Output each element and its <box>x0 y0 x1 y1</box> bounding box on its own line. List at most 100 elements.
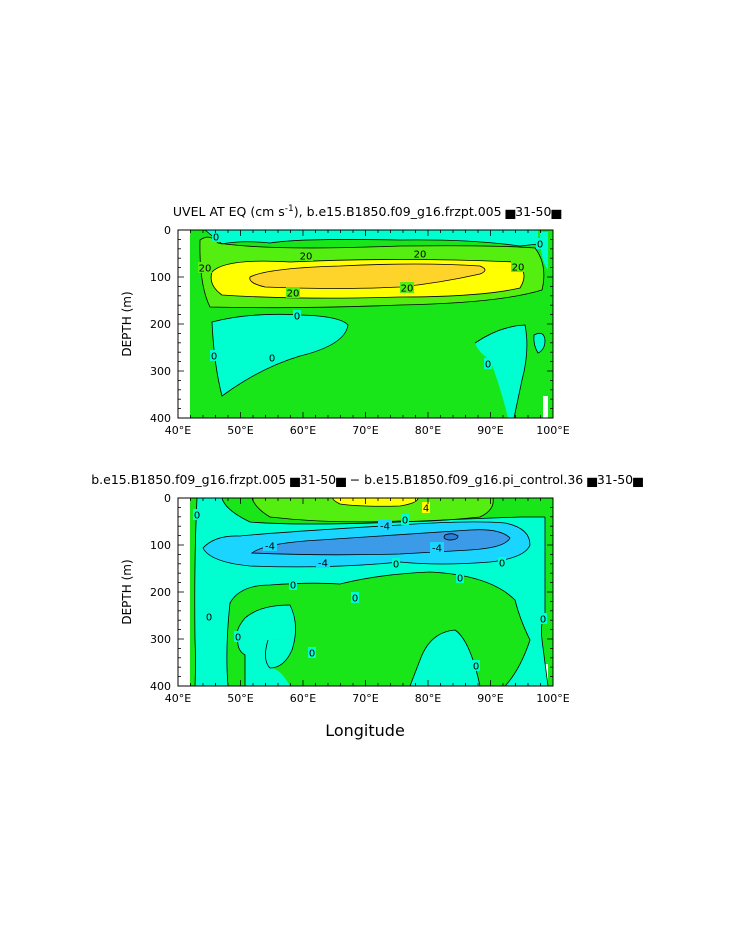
contour-label-bg <box>484 358 492 369</box>
contour-label-bg <box>351 592 359 603</box>
contour-lines <box>199 229 546 419</box>
contour-label-bg <box>268 352 276 363</box>
contour-label: 20 <box>512 263 525 274</box>
contour-label: 0 <box>485 360 491 371</box>
contour-label-bg <box>539 613 547 624</box>
contour-label: 20 <box>199 264 212 275</box>
y-tick-label: 300 <box>150 365 171 378</box>
contour-label-bg <box>472 660 480 671</box>
contour-label: 0 <box>309 649 315 660</box>
fill-level-neg <box>475 325 527 418</box>
x-axis-label: Longitude <box>325 721 405 740</box>
x-tick-label: 70°E <box>352 424 378 437</box>
contour-label-bg <box>430 542 444 553</box>
contour-label: 0 <box>402 516 408 527</box>
fill-level-neg <box>212 314 348 396</box>
contour-label: -4 <box>432 544 442 555</box>
x-tick-label: 60°E <box>290 692 316 705</box>
contour-label-bg <box>286 287 300 298</box>
contour-label-bg <box>536 238 544 249</box>
contour-label: 0 <box>269 354 275 365</box>
contour-label-bg <box>316 557 330 568</box>
contour-label: 0 <box>393 560 399 571</box>
y-tick-label: 100 <box>150 539 171 552</box>
panel-title: b.e15.B1850.f09_g16.frzpt.005 ▅31-50▅ − … <box>91 472 643 488</box>
contour-label-bg <box>400 282 414 293</box>
contour-label: 20 <box>414 250 427 261</box>
y-tick-label: 0 <box>164 224 171 237</box>
contour-label: 0 <box>499 559 505 570</box>
y-tick-label: 200 <box>150 586 171 599</box>
axes: 40°E 50°E 60°E 70°E 80°E 90°E 100°E01002003004… <box>150 492 570 705</box>
contour-label-bg <box>210 350 218 361</box>
fill-level-neg <box>205 230 538 246</box>
contour-label-bg <box>263 540 277 551</box>
contour-label-bg <box>234 631 242 642</box>
contour-labels: 20 20 20 20 20 20 0 0 0 0 0 0 <box>198 231 544 371</box>
contour-label-bg <box>308 647 316 658</box>
contour-label-bg <box>401 514 409 525</box>
x-tick-label: 50°E <box>227 424 253 437</box>
panel-difference: b.e15.B1850.f09_g16.frzpt.005 ▅31-50▅ − … <box>91 472 643 740</box>
x-tick-label: 80°E <box>415 424 441 437</box>
contour-label: 0 <box>206 613 212 624</box>
contour-label: 0 <box>473 662 479 673</box>
no-data-region <box>543 396 548 418</box>
contour-label-bg <box>511 261 525 272</box>
contour-label-bg <box>422 502 430 513</box>
contour-label: -4 <box>265 542 275 553</box>
x-tick-label: 60°E <box>290 424 316 437</box>
x-tick-label: 90°E <box>477 424 503 437</box>
y-tick-label: 0 <box>164 492 171 505</box>
contour-label: 0 <box>194 511 200 522</box>
fill-level-neg <box>265 605 296 668</box>
contour-label: 0 <box>352 594 358 605</box>
contour-label-bg <box>456 572 464 583</box>
fill-level-2-4 <box>252 498 494 522</box>
contour-label-bg <box>378 520 392 531</box>
axes: 40°E 50°E 60°E 70°E 80°E 90°E 100°E01002003004… <box>150 224 570 437</box>
y-tick-label: 300 <box>150 633 171 646</box>
contour-label: 0 <box>294 312 300 323</box>
fill-level-0-2 <box>226 572 530 686</box>
contour-label-bg <box>198 262 212 273</box>
contour-label-bg <box>193 509 201 520</box>
panel-title: UVEL AT EQ (cm s-1), b.e15.B1850.f09_g16… <box>173 204 562 220</box>
contour-label: -4 <box>318 559 328 570</box>
y-tick-label: 400 <box>150 412 171 425</box>
fill-level-4plus <box>332 498 418 507</box>
fill-level-neg12 <box>444 533 458 540</box>
contour-labels: 4 0 -4 -4 -4 -4 0 0 0 0 0 0 0 0 0 0 0 <box>193 502 547 673</box>
x-tick-label: 80°E <box>415 692 441 705</box>
contour-label: 20 <box>300 252 313 263</box>
contour-label: 0 <box>235 633 241 644</box>
contour-label: 0 <box>457 574 463 585</box>
fill-level-neg <box>533 333 545 353</box>
contour-label: 0 <box>540 615 546 626</box>
contour-label: 0 <box>213 233 219 244</box>
y-tick-label: 100 <box>150 271 171 284</box>
contour-label-bg <box>498 557 506 568</box>
x-tick-label: 100°E <box>536 692 569 705</box>
contour-label-bg <box>289 579 297 590</box>
contour-label: 4 <box>423 504 429 515</box>
contour-label-bg <box>392 558 400 569</box>
y-axis-label: DEPTH (m) <box>120 559 134 624</box>
fill-level-30plus <box>249 264 485 289</box>
contour-label: 0 <box>290 581 296 592</box>
contour-label: 20 <box>401 284 414 295</box>
contour-label-bg <box>413 248 427 259</box>
x-tick-label: 40°E <box>165 692 191 705</box>
panel-uvel: UVEL AT EQ (cm s-1), b.e15.B1850.f09_g16… <box>120 204 570 437</box>
y-tick-label: 200 <box>150 318 171 331</box>
contour-label: 0 <box>211 352 217 363</box>
contour-fill <box>178 230 553 418</box>
y-axis-label: DEPTH (m) <box>120 291 134 356</box>
contour-label-bg <box>212 231 220 242</box>
contour-fill <box>178 498 553 686</box>
contour-label-bg <box>205 611 213 622</box>
x-tick-label: 70°E <box>352 692 378 705</box>
x-tick-label: 90°E <box>477 692 503 705</box>
contour-label-bg <box>299 250 313 261</box>
